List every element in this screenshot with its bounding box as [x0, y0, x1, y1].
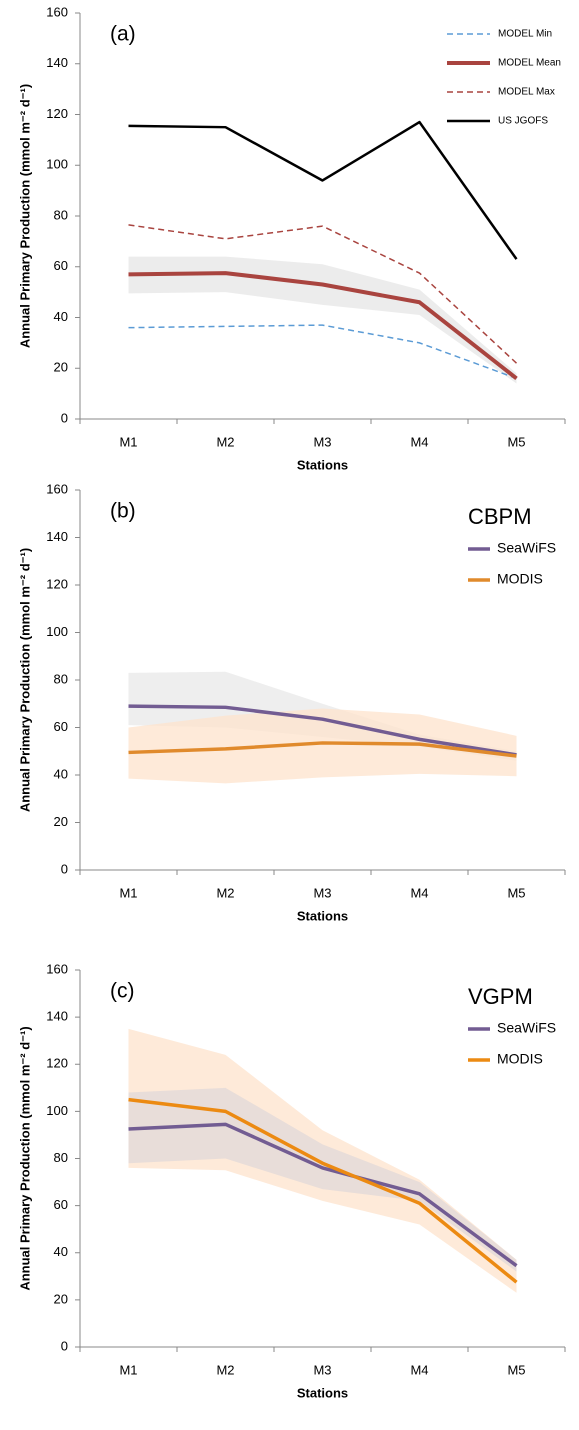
y-tick-label: 140 — [46, 529, 68, 544]
y-tick-label: 80 — [54, 1150, 68, 1165]
x-tick-label: M2 — [216, 885, 234, 900]
y-tick-label: 100 — [46, 624, 68, 639]
x-tick-label: M1 — [119, 434, 137, 449]
panel-label: (c) — [110, 980, 135, 1003]
legend-label: MODEL Min — [498, 29, 552, 40]
y-tick-label: 60 — [54, 719, 68, 734]
y-axis-label: Annual Primary Production (mmol m⁻² d⁻¹) — [17, 548, 32, 812]
x-tick-label: M5 — [507, 434, 525, 449]
x-tick-label: M3 — [313, 885, 331, 900]
y-tick-label: 140 — [46, 1009, 68, 1024]
y-tick-label: 160 — [46, 481, 68, 496]
y-tick-label: 60 — [54, 258, 68, 273]
range-band — [128, 708, 517, 784]
y-tick-label: 0 — [61, 1338, 68, 1353]
y-tick-label: 60 — [54, 1197, 68, 1212]
y-tick-label: 120 — [46, 576, 68, 591]
data-line — [128, 271, 518, 380]
x-tick-label: M1 — [119, 885, 137, 900]
x-tick-label: M4 — [410, 885, 428, 900]
y-tick-label: 140 — [46, 55, 68, 70]
x-axis-label: Stations — [297, 457, 348, 472]
x-tick-label: M1 — [119, 1362, 137, 1377]
range-band — [128, 1087, 517, 1272]
y-tick-label: 0 — [61, 410, 68, 425]
data-line — [128, 120, 518, 260]
y-tick-label: 160 — [46, 961, 68, 976]
x-axis-label: Stations — [297, 1385, 348, 1400]
legend-label: SeaWiFS — [497, 540, 556, 556]
y-tick-label: 100 — [46, 157, 68, 172]
range-band — [128, 256, 517, 384]
y-tick-label: 40 — [54, 309, 68, 324]
x-tick-label: M3 — [313, 1362, 331, 1377]
y-tick-label: 80 — [54, 671, 68, 686]
data-line — [128, 224, 518, 364]
y-tick-label: 160 — [46, 4, 68, 19]
x-axis-label: Stations — [297, 908, 348, 923]
model-name: CBPM — [468, 504, 532, 529]
panel-label: (b) — [110, 500, 136, 523]
y-tick-label: 20 — [54, 360, 68, 375]
y-axis-label: Annual Primary Production (mmol m⁻² d⁻¹) — [17, 1026, 32, 1290]
data-line — [128, 741, 517, 758]
x-tick-label: M5 — [507, 885, 525, 900]
y-tick-label: 100 — [46, 1103, 68, 1118]
y-axis-label: Annual Primary Production (mmol m⁻² d⁻¹) — [17, 84, 32, 348]
data-line — [128, 324, 517, 380]
model-name: VGPM — [468, 984, 533, 1009]
data-line — [128, 1097, 518, 1284]
panel-label: (a) — [110, 23, 136, 46]
y-tick-label: 20 — [54, 1291, 68, 1306]
x-tick-label: M4 — [410, 434, 428, 449]
legend-label: US JGOFS — [498, 116, 548, 127]
legend-label: SeaWiFS — [497, 1020, 556, 1036]
y-tick-label: 40 — [54, 766, 68, 781]
x-tick-label: M2 — [216, 1362, 234, 1377]
y-tick-label: 0 — [61, 861, 68, 876]
y-tick-label: 80 — [54, 207, 68, 222]
y-tick-label: 20 — [54, 814, 68, 829]
legend-label: MODIS — [497, 571, 543, 587]
legend-label: MODEL Max — [498, 87, 555, 98]
x-tick-label: M4 — [410, 1362, 428, 1377]
legend-label: MODIS — [497, 1051, 543, 1067]
legend-label: MODEL Mean — [498, 58, 561, 69]
y-tick-label: 120 — [46, 106, 68, 121]
data-line — [128, 704, 517, 757]
x-tick-label: M2 — [216, 434, 234, 449]
y-tick-label: 40 — [54, 1244, 68, 1259]
data-line — [128, 1122, 518, 1268]
x-tick-label: M5 — [507, 1362, 525, 1377]
y-tick-label: 120 — [46, 1056, 68, 1071]
x-tick-label: M3 — [313, 434, 331, 449]
